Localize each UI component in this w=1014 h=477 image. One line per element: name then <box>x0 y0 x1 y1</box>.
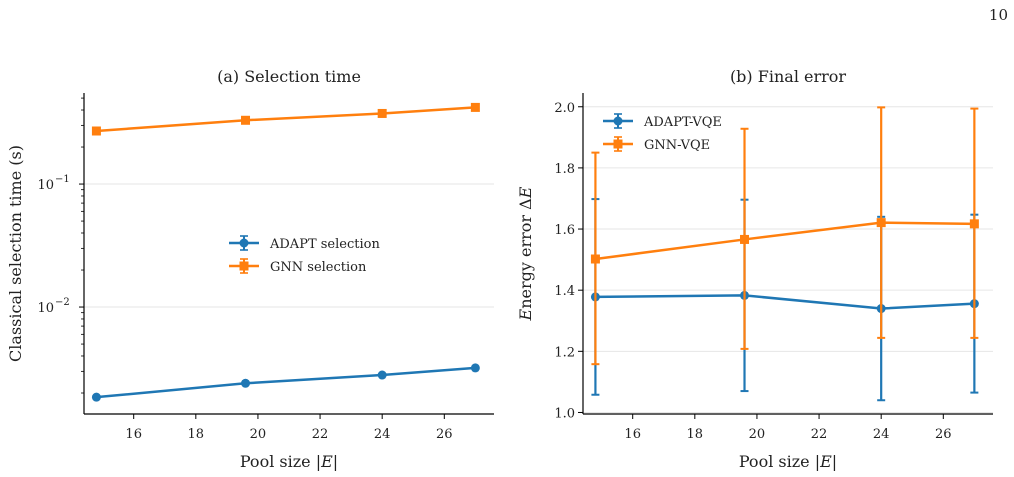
legend: ADAPT-VQE GNN-VQE <box>603 113 722 153</box>
legend-marker <box>239 238 249 248</box>
data-point <box>241 378 251 388</box>
y-tick-exponent: −2 <box>55 297 70 308</box>
data-point <box>470 363 480 373</box>
x-tick-label: 26 <box>436 427 453 442</box>
data-point <box>470 102 480 112</box>
y-tick-label: 10 <box>37 301 54 316</box>
chart-title: (a) Selection time <box>217 67 361 86</box>
final-error-chart: 16 18 20 22 24 26 1.0 1.2 1.4 1.6 1.8 2.0 (b) Final … <box>516 67 993 471</box>
x-axis-label: Pool size |E| <box>240 452 338 471</box>
legend: ADAPT selection GNN selection <box>229 235 380 275</box>
x-tick-label: 22 <box>312 427 329 442</box>
data-point <box>241 115 251 125</box>
data-point <box>377 370 387 380</box>
data-point <box>969 219 979 229</box>
y-tick-label: 2.0 <box>554 101 575 116</box>
x-tick-label: 18 <box>687 427 704 442</box>
data-point <box>876 218 886 228</box>
series-gnn-selection <box>91 102 480 136</box>
data-point <box>91 392 101 402</box>
series-line <box>595 221 975 261</box>
page-number: 10 <box>988 6 1008 24</box>
data-point <box>740 234 750 244</box>
y-tick-label: 1.2 <box>554 345 575 360</box>
y-axis-label: Energy error ΔE <box>516 186 535 321</box>
legend-marker <box>239 261 249 271</box>
x-tick-label: 18 <box>188 427 205 442</box>
y-tick-label: 1.4 <box>554 284 575 299</box>
x-tick-label: 22 <box>811 427 828 442</box>
y-axis-label: Classical selection time (s) <box>6 145 25 362</box>
legend-label: ADAPT selection <box>269 237 380 252</box>
y-tick-label: 1.6 <box>554 223 575 238</box>
y-tick-label: 1.0 <box>554 406 575 421</box>
legend-label: GNN selection <box>270 260 367 275</box>
y-tick-exponent: −1 <box>55 174 70 185</box>
x-tick-label: 24 <box>873 427 890 442</box>
series-adapt-selection <box>91 363 480 402</box>
y-tick-label: 1.8 <box>554 162 575 177</box>
legend-label: ADAPT-VQE <box>643 115 722 130</box>
series-line <box>96 366 476 399</box>
data-point <box>590 254 600 264</box>
y-tick-label: 10 <box>37 178 54 193</box>
data-point <box>377 108 387 118</box>
legend-marker <box>613 139 623 149</box>
chart-title: (b) Final error <box>730 67 846 86</box>
x-tick-label: 20 <box>749 427 766 442</box>
x-axis-label: Pool size |E| <box>739 452 837 471</box>
series-line <box>595 294 975 310</box>
series-gnn-vqe <box>590 106 979 366</box>
series-line <box>96 106 476 133</box>
x-tick-label: 20 <box>250 427 267 442</box>
x-tick-label: 26 <box>935 427 952 442</box>
data-point <box>91 126 101 136</box>
legend-label: GNN-VQE <box>644 138 710 153</box>
x-tick-label: 16 <box>624 427 641 442</box>
legend-marker <box>613 116 623 126</box>
x-tick-label: 24 <box>374 427 391 442</box>
x-tick-label: 16 <box>125 427 142 442</box>
